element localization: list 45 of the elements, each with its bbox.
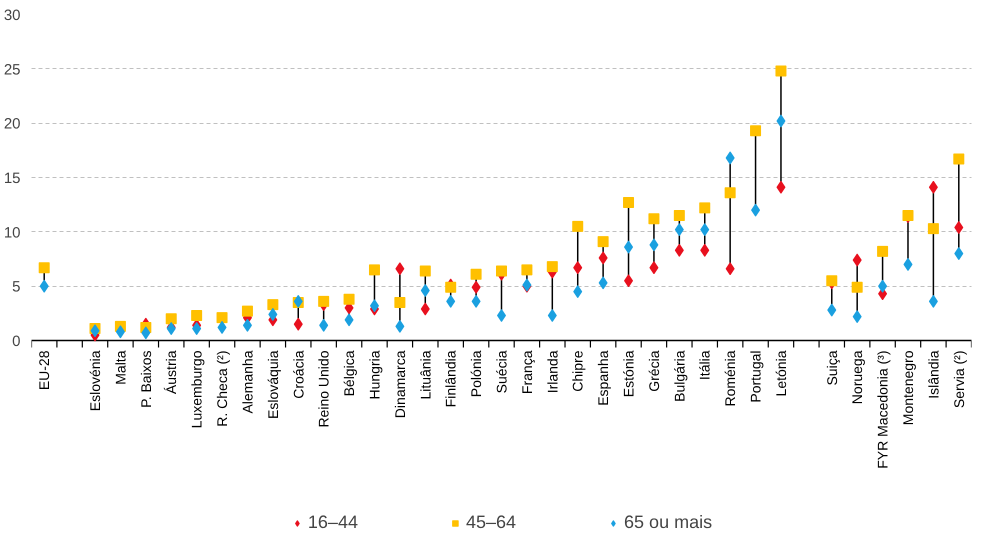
- legend-label: 65 ou mais: [624, 512, 712, 533]
- x-tick-label: Finlândia: [442, 350, 459, 408]
- x-tick-label: Bélgica: [341, 350, 358, 396]
- x-tick-label: Reino Unido: [316, 350, 332, 428]
- x-tick-label: FYR Macedonia (³): [874, 350, 891, 469]
- y-tick-label: 0: [12, 333, 20, 350]
- x-tick-label: Bulgária: [671, 350, 688, 402]
- x-tick-label: Noruega: [849, 350, 866, 404]
- x-tick-label: R. Checa (²): [214, 350, 230, 427]
- x-tick-label: Lituânia: [417, 350, 434, 400]
- x-tick-label: Roménia: [722, 350, 738, 407]
- x-tick-label: Estónia: [620, 350, 637, 398]
- x-tick-label: Hungria: [366, 350, 382, 400]
- x-tick-label: EU-28: [36, 350, 52, 390]
- y-tick-label: 20: [4, 116, 21, 133]
- x-tick-label: Irlanda: [544, 350, 560, 394]
- legend-label: 45–64: [466, 512, 516, 533]
- x-tick-label: Portugal: [748, 350, 764, 403]
- x-tick-label: Servia (²): [950, 350, 967, 408]
- x-tick-label: Chipre: [570, 350, 586, 392]
- y-tick-label: 25: [4, 61, 21, 78]
- x-tick-label: França: [518, 350, 535, 394]
- x-tick-label: Suiça: [824, 350, 840, 386]
- x-tick-label: Luxemburgo: [188, 350, 205, 428]
- x-tick-label: Eslovénia: [87, 350, 104, 412]
- x-tick-label: P. Baixos: [138, 350, 154, 408]
- y-tick-label: 10: [4, 224, 21, 242]
- x-tick-label: Suécia: [494, 350, 510, 394]
- x-tick-label: Polónia: [468, 350, 484, 398]
- x-tick-label: Malta: [112, 350, 128, 385]
- x-tick-label: Alemanha: [239, 350, 256, 414]
- x-tick-label: Itália: [696, 350, 713, 380]
- x-tick-label: Áustria: [163, 350, 180, 394]
- y-tick-label: 15: [4, 170, 21, 187]
- x-tick-label: Eslováquia: [264, 350, 281, 419]
- x-tick-label: Letónia: [772, 350, 789, 396]
- y-tick-label: 5: [12, 278, 20, 296]
- x-tick-label: Dinamarca: [392, 350, 408, 418]
- x-tick-label: Grécia: [646, 350, 662, 392]
- y-tick-label: 30: [4, 7, 21, 24]
- x-tick-label: Montenegro: [900, 350, 916, 426]
- legend-label: 16–44: [308, 512, 358, 533]
- x-tick-label: Islândia: [925, 350, 942, 399]
- x-tick-label: Croácia: [290, 350, 306, 399]
- x-tick-label: Espanha: [595, 350, 612, 406]
